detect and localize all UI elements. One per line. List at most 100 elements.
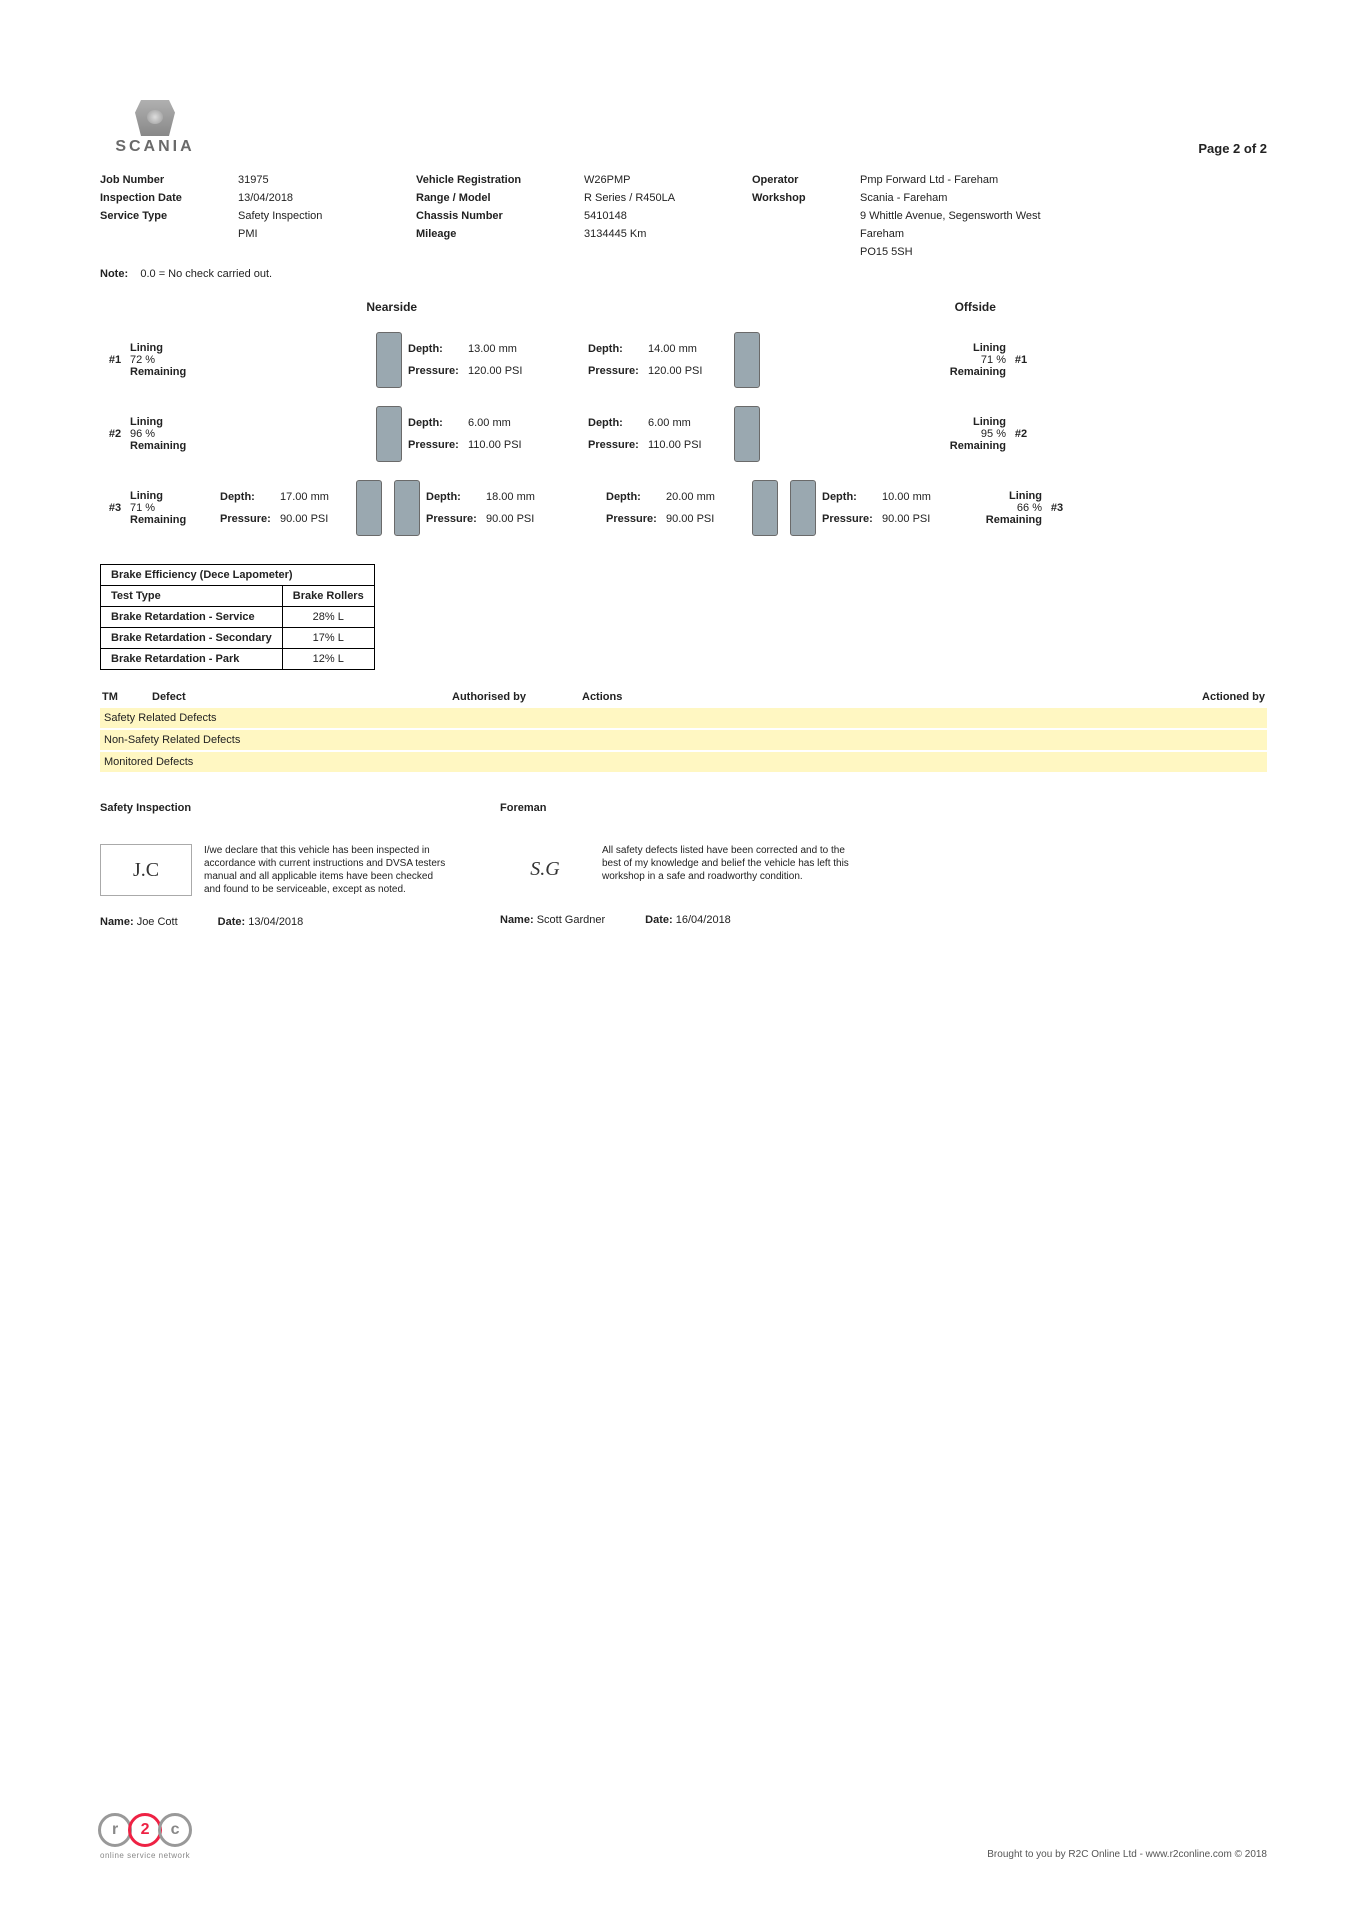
- axle-1-off-pressure: 120.00 PSI: [648, 365, 728, 377]
- r2c-subtext: online service network: [100, 1851, 190, 1860]
- pressure-label: Pressure:: [408, 365, 468, 377]
- defect-row: Monitored Defects: [100, 752, 1267, 772]
- pressure-label: Pressure:: [220, 513, 280, 525]
- axle-3-off-inner-pressure: 90.00 PSI: [666, 513, 746, 525]
- axle-2-near-inner: Depth:6.00 mm Pressure:110.00 PSI: [408, 417, 548, 451]
- axle-1-off-depth: 14.00 mm: [648, 343, 728, 355]
- axle-2-off-depth: 6.00 mm: [648, 417, 728, 429]
- lining-label: Lining: [130, 490, 220, 502]
- sign-section: Safety Inspection J.C I/we declare that …: [100, 802, 1267, 928]
- note-prefix: Note:: [100, 268, 128, 280]
- defect-row: Safety Related Defects: [100, 708, 1267, 728]
- depth-label: Depth:: [426, 491, 486, 503]
- header: SCANIA Page 2 of 2: [100, 100, 1267, 156]
- foreman-title: Foreman: [500, 802, 850, 814]
- label-mileage: Mileage: [416, 228, 576, 240]
- note: Note: 0.0 = No check carried out.: [100, 268, 1267, 280]
- footer: r 2 c online service network Brought to …: [100, 1813, 1267, 1860]
- axle-3-off-inner-depth: 20.00 mm: [666, 491, 746, 503]
- axle-2-num-right: #2: [1006, 428, 1036, 440]
- label-workshop: Workshop: [752, 192, 852, 204]
- axle-2-off-lining: Lining 95 % Remaining: [916, 416, 1006, 452]
- axle-3-off-inner: Depth:20.00 mm Pressure:90.00 PSI: [606, 491, 746, 525]
- axle-3-near-outer-depth: 17.00 mm: [280, 491, 350, 503]
- defects-head-tm: TM: [102, 691, 152, 703]
- pressure-label: Pressure:: [822, 513, 882, 525]
- value-workshop: Scania - Fareham: [860, 192, 1267, 204]
- axle-2-near-lining: Lining 96 % Remaining: [130, 416, 220, 452]
- pressure-label: Pressure:: [588, 365, 648, 377]
- axle-2-near-pressure: 110.00 PSI: [468, 439, 548, 451]
- tyre-icon: [752, 480, 778, 536]
- tyre-icon: [734, 406, 760, 462]
- lining-label: Lining: [916, 416, 1006, 428]
- axle-2-off-pressure: 110.00 PSI: [648, 439, 728, 451]
- nearside-title: Nearside: [100, 300, 684, 314]
- safety-title: Safety Inspection: [100, 802, 450, 814]
- brake-test-type-label: Test Type: [101, 586, 283, 607]
- value-operator: Pmp Forward Ltd - Fareham: [860, 174, 1267, 186]
- defects-head-by: Actioned by: [1145, 691, 1265, 703]
- depth-label: Depth:: [822, 491, 882, 503]
- safety-date: 13/04/2018: [248, 916, 303, 928]
- value-service-type-2: PMI: [238, 228, 408, 240]
- tyre-icon: [734, 332, 760, 388]
- brake-row-1-label: Brake Retardation - Secondary: [101, 628, 283, 649]
- remaining-label: Remaining: [952, 514, 1042, 526]
- defects-head-actions: Actions: [582, 691, 1145, 703]
- label-chassis: Chassis Number: [416, 210, 576, 222]
- axle-1-near-inner: Depth:13.00 mm Pressure:120.00 PSI: [408, 343, 548, 377]
- foreman-signature-icon: S.G: [500, 844, 590, 894]
- brake-row-0-value: 28% L: [282, 607, 374, 628]
- axle-1-off-pct: 71 %: [916, 354, 1006, 366]
- axle-3: #3 Lining 71 % Remaining Depth:17.00 mm …: [100, 480, 1267, 536]
- depth-label: Depth:: [408, 417, 468, 429]
- remaining-label: Remaining: [130, 514, 220, 526]
- value-vehicle-reg: W26PMP: [584, 174, 744, 186]
- tyre-icon: [376, 406, 402, 462]
- scania-badge-icon: [135, 100, 175, 136]
- axle-3-num: #3: [100, 502, 130, 514]
- value-chassis: 5410148: [584, 210, 744, 222]
- brake-row-1-value: 17% L: [282, 628, 374, 649]
- page-root: SCANIA Page 2 of 2 Job Number 31975 Vehi…: [0, 0, 1357, 1920]
- axle-3-near-outer: Depth:17.00 mm Pressure:90.00 PSI: [220, 491, 350, 525]
- depth-label: Depth:: [408, 343, 468, 355]
- axle-2: #2 Lining 96 % Remaining Depth:6.00 mm P…: [100, 406, 1267, 462]
- axle-1-num: #1: [100, 354, 130, 366]
- axle-3-near-inner: Depth:18.00 mm Pressure:90.00 PSI: [426, 491, 566, 525]
- defects-head-auth: Authorised by: [452, 691, 582, 703]
- workshop-addr1: 9 Whittle Avenue, Segensworth West: [860, 210, 1267, 222]
- offside-title: Offside: [684, 300, 1268, 314]
- note-text: 0.0 = No check carried out.: [140, 268, 272, 280]
- axle-3-off-lining: Lining 66 % Remaining: [952, 490, 1042, 526]
- value-job-number: 31975: [238, 174, 408, 186]
- lining-label: Lining: [130, 342, 220, 354]
- axle-1-off-inner: Depth:14.00 mm Pressure:120.00 PSI: [588, 343, 728, 377]
- label-operator: Operator: [752, 174, 852, 186]
- tyre-icon: [356, 480, 382, 536]
- defects-section: TM Defect Authorised by Actions Actioned…: [100, 688, 1267, 772]
- depth-label: Depth:: [588, 417, 648, 429]
- axle-1-near-lining: Lining 72 % Remaining: [130, 342, 220, 378]
- workshop-addr3: PO15 5SH: [860, 246, 1267, 258]
- axle-2-num: #2: [100, 428, 130, 440]
- axle-3-off-pct: 66 %: [952, 502, 1042, 514]
- axle-1-off-lining: Lining 71 % Remaining: [916, 342, 1006, 378]
- brake-test-type-value: Brake Rollers: [282, 586, 374, 607]
- foreman-declaration: All safety defects listed have been corr…: [602, 844, 850, 883]
- pressure-label: Pressure:: [588, 439, 648, 451]
- label-job-number: Job Number: [100, 174, 230, 186]
- lining-label: Lining: [916, 342, 1006, 354]
- value-range-model: R Series / R450LA: [584, 192, 744, 204]
- lining-label: Lining: [130, 416, 220, 428]
- remaining-label: Remaining: [130, 366, 220, 378]
- safety-declaration: I/we declare that this vehicle has been …: [204, 844, 450, 896]
- pressure-label: Pressure:: [426, 513, 486, 525]
- tyre-icon: [376, 332, 402, 388]
- axle-2-off-inner: Depth:6.00 mm Pressure:110.00 PSI: [588, 417, 728, 451]
- date-label: Date:: [645, 914, 673, 926]
- brake-row-0-label: Brake Retardation - Service: [101, 607, 283, 628]
- axle-3-near-lining: Lining 71 % Remaining: [130, 490, 220, 526]
- brake-efficiency-table: Brake Efficiency (Dece Lapometer) Test T…: [100, 564, 375, 670]
